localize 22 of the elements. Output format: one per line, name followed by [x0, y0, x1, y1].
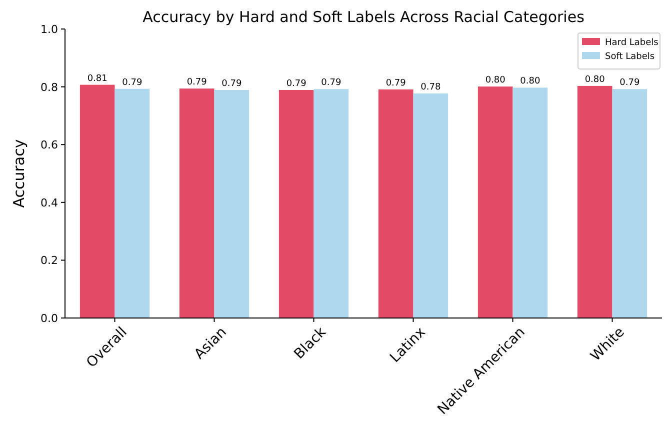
data-label: 0.79	[321, 78, 342, 88]
data-label: 0.79	[222, 78, 242, 89]
y-tick-label: 0.2	[40, 254, 58, 268]
data-label: 0.79	[286, 78, 307, 89]
data-label: 0.78	[420, 82, 441, 92]
data-label: 0.80	[520, 76, 540, 87]
y-tick-label: 0.8	[40, 80, 58, 94]
legend-label: Soft Labels	[605, 52, 655, 62]
data-label: 0.79	[122, 78, 142, 88]
data-label: 0.80	[485, 76, 506, 86]
y-axis-title: Accuracy	[10, 139, 28, 208]
data-label: 0.79	[620, 78, 640, 88]
y-tick-label: 0.4	[40, 196, 58, 210]
y-tick-label: 0.6	[40, 138, 58, 152]
data-label: 0.80	[584, 74, 606, 85]
y-tick-label: 1.0	[40, 23, 58, 36]
chart-title: Accuracy by Hard and Soft Labels Across Racial Categories	[142, 8, 585, 26]
data-label: 0.81	[87, 74, 108, 84]
data-label: 0.79	[386, 78, 406, 88]
data-label: 0.79	[186, 78, 208, 88]
y-tick-label: 0.0	[40, 312, 58, 325]
legend-label: Hard Labels	[605, 38, 659, 48]
